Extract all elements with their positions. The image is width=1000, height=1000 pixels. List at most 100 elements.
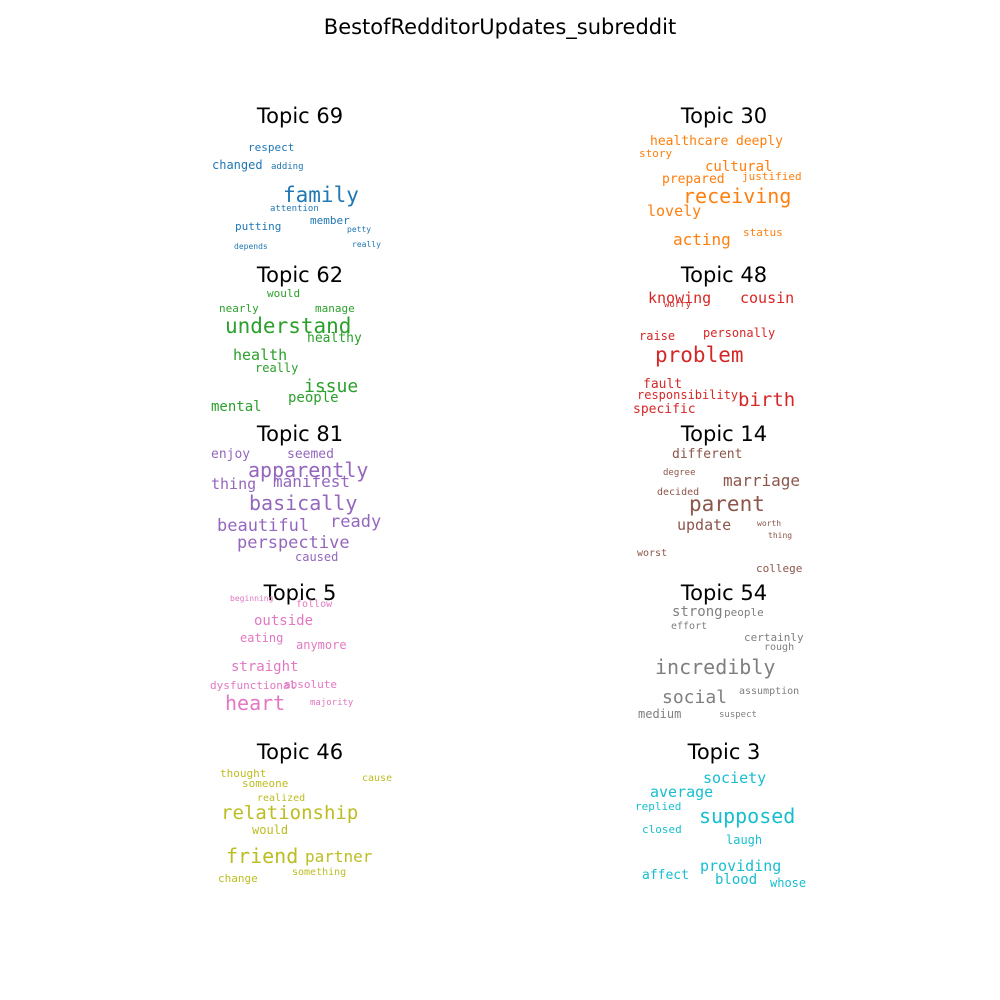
figure-title: BestofRedditorUpdates_subreddit — [323, 15, 677, 39]
cloud-word: outside — [254, 613, 314, 629]
cloud-word: parent — [689, 492, 765, 516]
word-cloud: strong people effort certainly rough incredib… — [624, 602, 824, 752]
cloud-word: heart — [225, 691, 286, 715]
cloud-word: changed — [212, 158, 263, 172]
cloud-word: caused — [295, 550, 339, 564]
cloud-word: story — [639, 147, 673, 160]
cloud-word: eating — [240, 631, 284, 645]
cloud-word: average — [650, 783, 714, 801]
cloud-word: different — [672, 447, 743, 462]
word-cloud: different degree marriage decided parent wort… — [624, 443, 824, 593]
cloud-word: replied — [635, 800, 682, 813]
cloud-word: fault — [643, 377, 683, 392]
wordcloud-panel-topic-81: Topic 81 enjoy seemed apparently thing manife… — [200, 422, 400, 593]
cloud-word: absolute — [284, 678, 337, 691]
cloud-word: responsibility — [637, 388, 739, 402]
cloud-word: respect — [248, 141, 295, 154]
panel-title: Topic 48 — [680, 263, 768, 287]
panel-title: Topic 14 — [680, 422, 768, 446]
cloud-word: degree — [663, 468, 696, 478]
cloud-word: specific — [633, 402, 696, 417]
cloud-word: family — [283, 183, 359, 207]
cloud-word: perspective — [237, 533, 350, 553]
cloud-word: thought — [220, 767, 267, 780]
cloud-word: apparently — [248, 458, 369, 482]
word-cloud: enjoy seemed apparently thing manifest basica… — [200, 443, 400, 593]
cloud-word: something — [292, 867, 347, 878]
cloud-word: personally — [703, 326, 776, 340]
cloud-word: health — [233, 346, 288, 364]
cloud-word: adding — [271, 162, 304, 172]
cloud-word: healthcare — [650, 134, 729, 149]
word-cloud: thought someone cause realized relationship w… — [200, 761, 400, 911]
cloud-word: worry — [664, 300, 692, 310]
wordcloud-panel-topic-30: Topic 30 healthcare deeply story cultural pre… — [624, 104, 824, 275]
wordcloud-panel-topic-69: Topic 69 respect changed adding family attent… — [200, 104, 400, 275]
cloud-word: strong — [672, 604, 723, 620]
word-cloud: respect changed adding family attention membe… — [200, 125, 400, 275]
cloud-word: laugh — [726, 833, 763, 847]
cloud-word: worst — [637, 548, 668, 559]
cloud-word: really — [352, 240, 381, 249]
cloud-word: blood — [715, 872, 758, 888]
cloud-word: whose — [770, 876, 807, 890]
cloud-word: cause — [362, 773, 393, 784]
cloud-word: rough — [764, 642, 795, 653]
cloud-word: closed — [642, 823, 682, 836]
word-cloud: would nearly manage understand healthy health… — [200, 284, 400, 434]
cloud-word: basically — [249, 491, 358, 515]
cloud-word: enjoy — [211, 447, 251, 462]
panel-title: Topic 3 — [687, 740, 761, 764]
panel-title: Topic 30 — [680, 104, 768, 128]
cloud-word: relationship — [221, 802, 359, 824]
cloud-word: people — [288, 390, 339, 406]
cloud-word: beautiful — [217, 516, 310, 536]
cloud-word: cousin — [740, 289, 795, 307]
cloud-word: supposed — [699, 804, 796, 828]
cloud-word: cultural — [705, 159, 773, 175]
cloud-word: assumption — [739, 686, 800, 697]
cloud-word: prepared — [662, 172, 725, 187]
cloud-word: follow — [296, 599, 333, 610]
cloud-word: worth — [757, 519, 782, 528]
cloud-word: decided — [657, 487, 700, 498]
cloud-word: medium — [638, 707, 682, 721]
cloud-word: incredibly — [655, 655, 776, 679]
cloud-word: member — [310, 214, 350, 227]
cloud-word: people — [724, 606, 764, 619]
cloud-word: partner — [305, 847, 373, 866]
word-cloud: healthcare deeply story cultural prepared jus… — [624, 125, 824, 275]
cloud-word: thing — [211, 475, 257, 493]
cloud-word: would — [267, 287, 301, 300]
cloud-word: mental — [211, 399, 262, 415]
cloud-word: status — [743, 226, 783, 239]
cloud-word: putting — [235, 220, 282, 233]
wordcloud-panel-topic-48: Topic 48 knowing worry cousin raise personall… — [624, 263, 824, 434]
cloud-word: issue — [304, 376, 359, 397]
word-cloud: knowing worry cousin raise personally problem… — [624, 284, 824, 434]
cloud-word: justified — [742, 170, 802, 183]
panel-title: Topic 62 — [256, 263, 344, 287]
cloud-word: change — [218, 872, 258, 885]
panel-title: Topic 54 — [680, 581, 768, 605]
cloud-word: problem — [655, 343, 744, 367]
cloud-word: lovely — [647, 202, 702, 220]
cloud-word: manifest — [273, 472, 351, 491]
cloud-word: someone — [242, 777, 289, 790]
cloud-word: attention — [270, 204, 319, 214]
panel-title: Topic 5 — [263, 581, 337, 605]
wordcloud-panel-topic-54: Topic 54 strong people effort certainly rough… — [624, 581, 824, 752]
cloud-word: majority — [310, 698, 354, 708]
cloud-word: social — [662, 687, 728, 708]
cloud-word: beginning — [230, 594, 274, 603]
cloud-word: deeply — [736, 134, 783, 149]
wordcloud-panel-topic-5: Topic 5 beginning follow outside eating anymo… — [200, 581, 400, 752]
cloud-word: friend — [226, 844, 299, 868]
cloud-word: effort — [671, 621, 708, 632]
cloud-word: would — [252, 823, 289, 837]
cloud-word: marriage — [723, 471, 801, 490]
cloud-word: receiving — [683, 184, 792, 208]
cloud-word: certainly — [744, 631, 804, 644]
cloud-word: update — [677, 516, 732, 534]
cloud-word: knowing — [648, 289, 712, 307]
